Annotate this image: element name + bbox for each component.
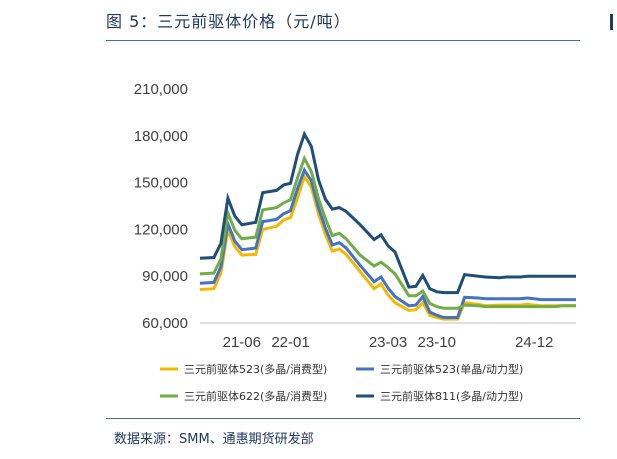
page-edge-mark [610,14,613,30]
y-tick-label: 180,000 [134,128,188,145]
series-line-3 [199,154,576,310]
top-rule [106,40,580,41]
axis-layer: 60,000 90,000 120,000 150,000 180,000 210,000… [134,81,576,351]
legend: 三元前驱体523(多晶/消费型) 三元前驱体523(单晶/动力型) 三元前驱体622… [160,362,523,403]
series-line-4 [199,130,576,295]
x-tick-label: 24-12 [515,334,553,351]
x-tick-label: 22-01 [271,334,309,351]
series-layer [199,130,576,321]
y-tick-label: 120,000 [134,221,188,238]
x-tick-label: 23-10 [418,334,456,351]
legend-label: 三元前驱体523(单晶/动力型) [380,362,523,376]
y-tick-label: 210,000 [134,81,188,98]
chart-title: 图 5：三元前驱体价格（元/吨） [106,12,351,31]
legend-label: 三元前驱体622(多晶/消费型) [184,389,327,403]
bottom-rule [106,418,580,419]
series-line-2 [199,166,576,319]
y-tick-label: 90,000 [142,268,188,285]
y-tick-label: 60,000 [142,315,188,332]
legend-label: 三元前驱体811(多晶/动力型) [380,389,523,403]
y-tick-label: 150,000 [134,175,188,192]
legend-label: 三元前驱体523(多晶/消费型) [184,362,327,376]
x-tick-label: 21-06 [223,334,261,351]
data-source-note: 数据来源：SMM、通惠期货研发部 [114,432,314,447]
x-tick-label: 23-03 [369,334,407,351]
